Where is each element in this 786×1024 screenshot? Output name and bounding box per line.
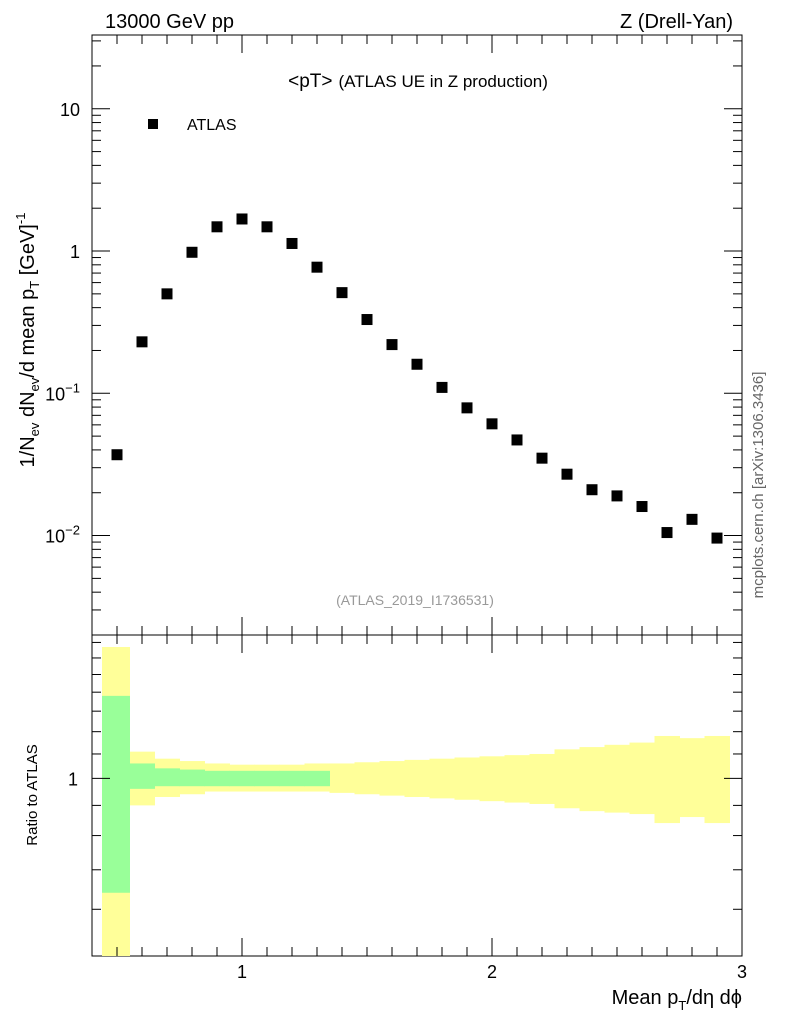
data-point <box>161 288 173 300</box>
data-point <box>261 221 273 233</box>
ratio-band-outer <box>679 738 705 818</box>
ratio-band-outer <box>704 735 730 824</box>
data-point <box>461 402 473 414</box>
ratio-band-outer <box>629 742 655 815</box>
ratio-band-outer <box>604 744 630 813</box>
plot-title: <pT> (ATLAS UE in Z production) <box>288 71 548 92</box>
data-point <box>286 237 298 249</box>
plot-title-main: <pT> <box>288 71 332 92</box>
legend-label: ATLAS <box>187 117 237 134</box>
data-point <box>486 418 498 430</box>
y-axis-title: 1/Nev dNev/d mean pT [GeV]-1 <box>13 213 42 468</box>
data-point <box>711 532 723 544</box>
ratio-band-inner <box>229 770 255 787</box>
ratio-band-outer <box>329 763 355 793</box>
x-tick-labels: 1 2 3 <box>237 962 747 982</box>
y-tick-label: 10−2 <box>45 523 80 547</box>
data-point <box>661 527 673 539</box>
ratio-band-inner <box>304 770 330 787</box>
plot-title-sub: (ATLAS UE in Z production) <box>338 72 547 91</box>
y-tick-label: 10 <box>60 100 80 120</box>
ratio-band-inner <box>102 695 130 893</box>
main-plot-frame <box>91 34 743 636</box>
data-point <box>561 468 573 480</box>
data-point <box>636 501 648 513</box>
main-y-tick-labels: 10 1 10−1 10−2 <box>45 100 80 547</box>
data-point <box>686 513 698 525</box>
ratio-bands <box>102 646 730 956</box>
legend-marker <box>148 119 158 129</box>
ratio-y-ticks <box>92 641 742 957</box>
ratio-band-outer <box>404 759 430 797</box>
ratio-y-axis-title: Ratio to ATLAS <box>24 744 41 845</box>
data-point <box>511 434 523 446</box>
data-point <box>361 314 373 326</box>
data-point <box>436 381 448 393</box>
x-tick-label: 2 <box>487 962 497 982</box>
ratio-band-outer <box>429 758 455 799</box>
ratio-band-inner <box>279 770 305 787</box>
ratio-band-outer <box>529 753 555 804</box>
x-tick-label: 3 <box>737 962 747 982</box>
ratio-band-inner <box>154 768 180 787</box>
data-point <box>336 287 348 299</box>
header-energy: 13000 GeV pp <box>105 11 234 33</box>
data-point <box>186 246 198 258</box>
data-point <box>536 452 548 464</box>
y-tick-label: 1 <box>70 242 80 262</box>
ratio-band-inner <box>204 770 230 787</box>
data-point <box>211 221 223 233</box>
x-tick-label: 1 <box>237 962 247 982</box>
ratio-band-outer <box>354 762 380 795</box>
data-points <box>111 213 723 544</box>
ratio-band-inner <box>254 770 280 787</box>
header-process: Z (Drell-Yan) <box>620 11 733 33</box>
ratio-band-outer <box>379 761 405 796</box>
data-point <box>611 490 623 502</box>
ratio-band-inner <box>179 769 205 787</box>
x-axis-title: Mean pT/dη dϕ <box>612 987 742 1013</box>
ratio-band-inner <box>129 763 155 789</box>
data-point <box>411 358 423 370</box>
ratio-y-tick-label: 1 <box>68 769 78 789</box>
data-point <box>236 213 248 225</box>
ratio-band-outer <box>454 757 480 800</box>
data-point <box>386 339 398 351</box>
ratio-band-outer <box>479 756 505 802</box>
ratio-band-outer <box>579 747 605 812</box>
side-credit: mcplots.cern.ch [arXiv:1306.3436] <box>750 372 767 599</box>
data-point <box>111 449 123 461</box>
data-point <box>311 261 323 273</box>
ratio-band-outer <box>554 749 580 809</box>
data-point <box>586 484 598 496</box>
y-tick-label: 10−1 <box>45 380 80 404</box>
ratio-band-outer <box>504 755 530 803</box>
analysis-id: (ATLAS_2019_I1736531) <box>336 592 494 608</box>
ratio-band-outer <box>654 735 680 824</box>
data-point <box>136 336 148 348</box>
x-ticks <box>91 35 743 956</box>
main-y-ticks <box>92 40 742 636</box>
